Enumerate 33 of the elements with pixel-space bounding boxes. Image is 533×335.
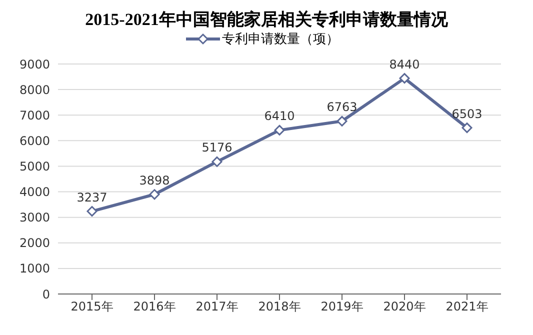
data-label: 3237 — [76, 190, 108, 204]
y-tick-label: 9000 — [19, 57, 50, 72]
point — [86, 206, 98, 217]
y-tick-label: 4000 — [19, 185, 50, 200]
legend-label: 专利申请数量（项） — [222, 31, 339, 48]
data-label: 6410 — [264, 109, 295, 124]
point — [336, 116, 348, 126]
x-tick-label: 2015年 — [70, 300, 114, 314]
data-label: 5176 — [202, 140, 232, 155]
x-tick-label: 2019年 — [320, 300, 364, 314]
y-tick-label: 8000 — [19, 82, 50, 97]
y-tick-label: 0 — [42, 287, 50, 302]
point — [462, 122, 472, 134]
data-label: 6503 — [452, 106, 482, 121]
x-tick-label: 2021年 — [446, 300, 488, 314]
data-label: 8440 — [389, 57, 420, 72]
y-tick-label: 2000 — [19, 236, 50, 250]
y-tick-label: 1000 — [19, 262, 50, 276]
data-label: 3898 — [139, 173, 170, 188]
x-tick-label: 2016年 — [133, 300, 176, 314]
y-tick-label: 5000 — [19, 159, 50, 174]
x-tick-label: 2018年 — [258, 300, 301, 314]
chart-title: 2015-2021年中国智能家居相关专利申请数量情况 — [84, 9, 449, 30]
point — [274, 124, 285, 136]
data-label: 6763 — [326, 100, 358, 114]
point — [212, 156, 222, 167]
y-tick-label: 3000 — [19, 210, 50, 225]
y-tick-label: 7000 — [19, 108, 50, 122]
point — [149, 189, 160, 200]
y-tick-label: 6000 — [19, 134, 50, 148]
x-tick-label: 2017年 — [196, 300, 238, 314]
x-tick-label: 2020年 — [383, 300, 426, 314]
point — [399, 73, 410, 84]
